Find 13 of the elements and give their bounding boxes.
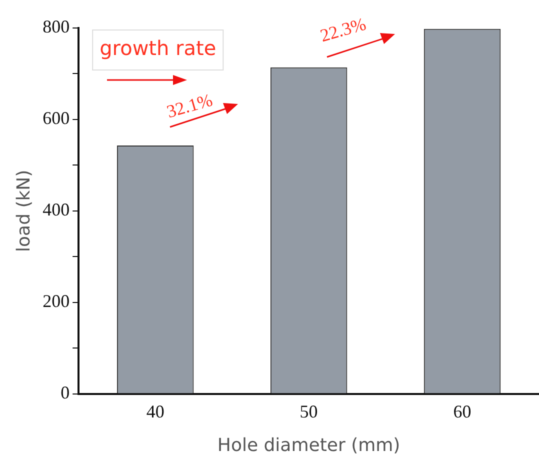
annotation: growth rate [100,36,216,60]
y-tick-label: 200 [42,291,70,312]
annotation: 32.1% [164,90,215,122]
y-tick-label: 0 [60,382,70,403]
y-tick-label: 400 [42,200,70,220]
y-tick-label: 600 [42,108,70,128]
y-axis-title: load (kN) [13,170,34,252]
x-tick-label: 40 [146,401,164,422]
x-tick-label: 50 [300,401,318,422]
annotation: 22.3% [318,14,368,46]
y-tick-label: 800 [42,16,70,37]
x-axis-title: Hole diameter (mm) [217,434,400,456]
x-tick-label: 60 [453,401,472,422]
